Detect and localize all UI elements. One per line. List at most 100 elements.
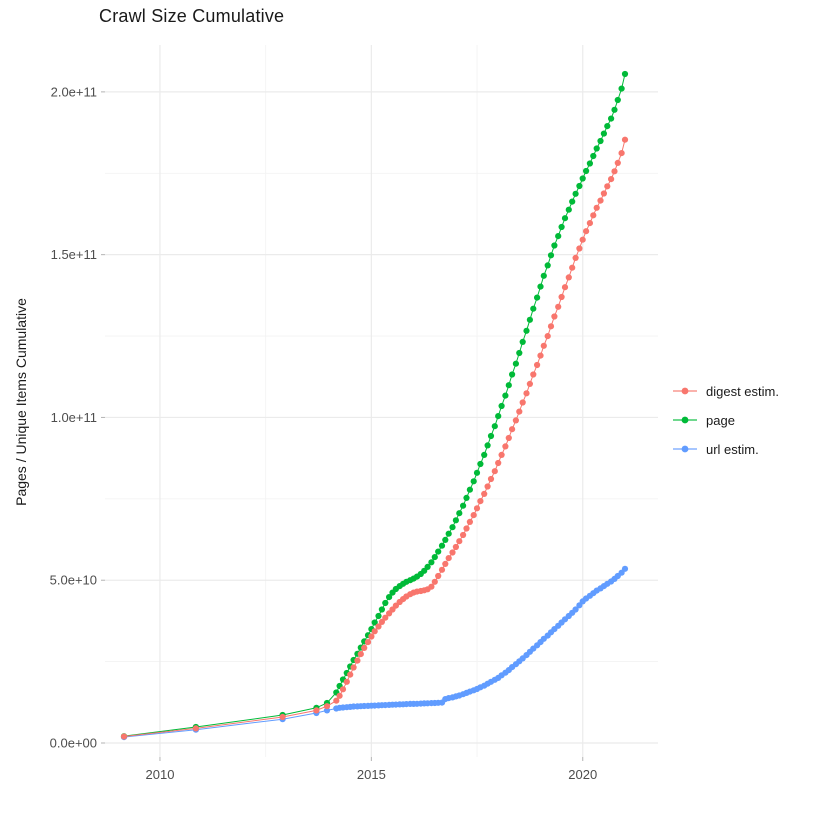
- legend-item-digest: digest estim.: [672, 382, 779, 400]
- y-tick-label: 5.0e+10: [50, 573, 97, 588]
- page-data-point: [442, 536, 449, 544]
- digest-data-point: [452, 543, 459, 551]
- page-data-point: [519, 338, 526, 345]
- digest-legend-key-icon: [673, 387, 697, 395]
- digest-data-point: [618, 150, 625, 157]
- legend-label: digest estim.: [706, 383, 779, 399]
- page-data-point: [572, 190, 579, 197]
- page-data-point: [466, 486, 473, 493]
- page-data-point: [526, 316, 534, 323]
- legend-item-page: page: [672, 411, 779, 429]
- page-data-point: [386, 594, 393, 601]
- page-data-point: [487, 432, 495, 440]
- page-data-point: [473, 469, 481, 476]
- digest-data-point: [534, 361, 541, 369]
- page-data-point: [530, 305, 537, 312]
- digest-data-point: [473, 505, 481, 512]
- digest-data-point: [558, 293, 565, 301]
- digest-data-point: [579, 236, 586, 243]
- page-data-point: [435, 548, 442, 555]
- y-tick-label: 0.0e+00: [50, 736, 97, 751]
- digest-data-point: [572, 254, 579, 261]
- digest-data-point: [586, 220, 594, 227]
- url-data-point: [572, 606, 579, 613]
- digest-data-point: [323, 703, 331, 710]
- page-data-point: [460, 502, 467, 509]
- page-data-point: [470, 478, 477, 485]
- page-data-point: [586, 160, 594, 167]
- digest-data-point: [368, 633, 375, 640]
- digest-data-point: [192, 725, 199, 732]
- digest-data-point: [614, 159, 621, 166]
- page-data-point: [431, 554, 438, 561]
- digest-data-point: [519, 399, 526, 406]
- page-data-point: [534, 294, 541, 301]
- digest-data-point: [569, 264, 576, 271]
- chart-title: Crawl Size Cumulative: [99, 6, 285, 26]
- digest-data-point: [547, 323, 555, 330]
- page-data-point: [590, 152, 597, 160]
- digest-data-point: [540, 342, 547, 349]
- digest-data-point: [555, 303, 562, 310]
- page-data-point: [502, 392, 509, 399]
- digest-data-point: [347, 671, 354, 678]
- page-data-point: [614, 96, 621, 104]
- page-data-point: [537, 283, 544, 290]
- page-data-point: [583, 167, 590, 175]
- digest-data-point: [597, 197, 604, 204]
- page-data-point: [463, 494, 470, 501]
- y-tick-label: 1.5e+11: [51, 247, 97, 262]
- digest-data-point: [343, 678, 350, 685]
- digest-data-point: [442, 560, 449, 568]
- digest-data-point: [491, 468, 498, 475]
- page-data-point: [547, 252, 555, 259]
- digest-data-point: [364, 639, 372, 646]
- digest-data-point: [512, 417, 520, 424]
- page-data-point: [484, 442, 491, 449]
- page-data-point: [424, 563, 431, 571]
- page-data-point: [551, 242, 558, 249]
- digest-data-point: [495, 459, 502, 467]
- digest-data-point: [120, 733, 128, 740]
- page-data-point: [600, 130, 608, 137]
- page-data-point: [495, 413, 502, 420]
- digest-data-point: [498, 451, 505, 458]
- digest-data-point: [583, 228, 590, 235]
- page-data-point: [579, 175, 586, 182]
- digest-data-point: [463, 525, 470, 532]
- digest-data-point: [279, 713, 286, 721]
- digest-data-point: [460, 531, 467, 539]
- digest-data-point: [537, 352, 544, 359]
- digest-data-point: [336, 692, 343, 699]
- digest-data-point: [590, 212, 597, 219]
- digest-data-point: [621, 136, 629, 143]
- page-data-point: [618, 85, 625, 92]
- digest-data-point: [361, 644, 368, 652]
- page-data-point: [565, 206, 572, 213]
- url-series-line: [123, 568, 626, 738]
- page-data-point: [371, 619, 378, 626]
- digest-data-point: [375, 623, 382, 630]
- page-data-point: [561, 215, 569, 222]
- digest-data-point: [526, 380, 534, 387]
- legend-label: url estim.: [706, 441, 759, 457]
- url-data-point: [621, 565, 629, 572]
- legend: digest estim. page url estim.: [672, 382, 779, 458]
- page-data-point: [597, 137, 604, 145]
- page-data-point: [544, 262, 551, 269]
- page-data-point: [449, 524, 456, 531]
- digest-data-point: [431, 578, 438, 585]
- page-data-point: [505, 382, 512, 389]
- page-data-point: [604, 123, 611, 130]
- page-data-point: [375, 612, 382, 620]
- digest-data-point: [530, 371, 537, 378]
- page-data-point: [477, 460, 484, 468]
- x-tick-label: 2015: [357, 767, 386, 782]
- digest-data-point: [382, 614, 389, 621]
- page-data-point: [540, 272, 547, 279]
- url-legend-key-icon: [673, 445, 697, 453]
- page-data-point: [378, 606, 385, 613]
- x-tick-label: 2020: [568, 767, 597, 782]
- digest-data-point: [333, 697, 340, 704]
- digest-data-point: [551, 313, 558, 320]
